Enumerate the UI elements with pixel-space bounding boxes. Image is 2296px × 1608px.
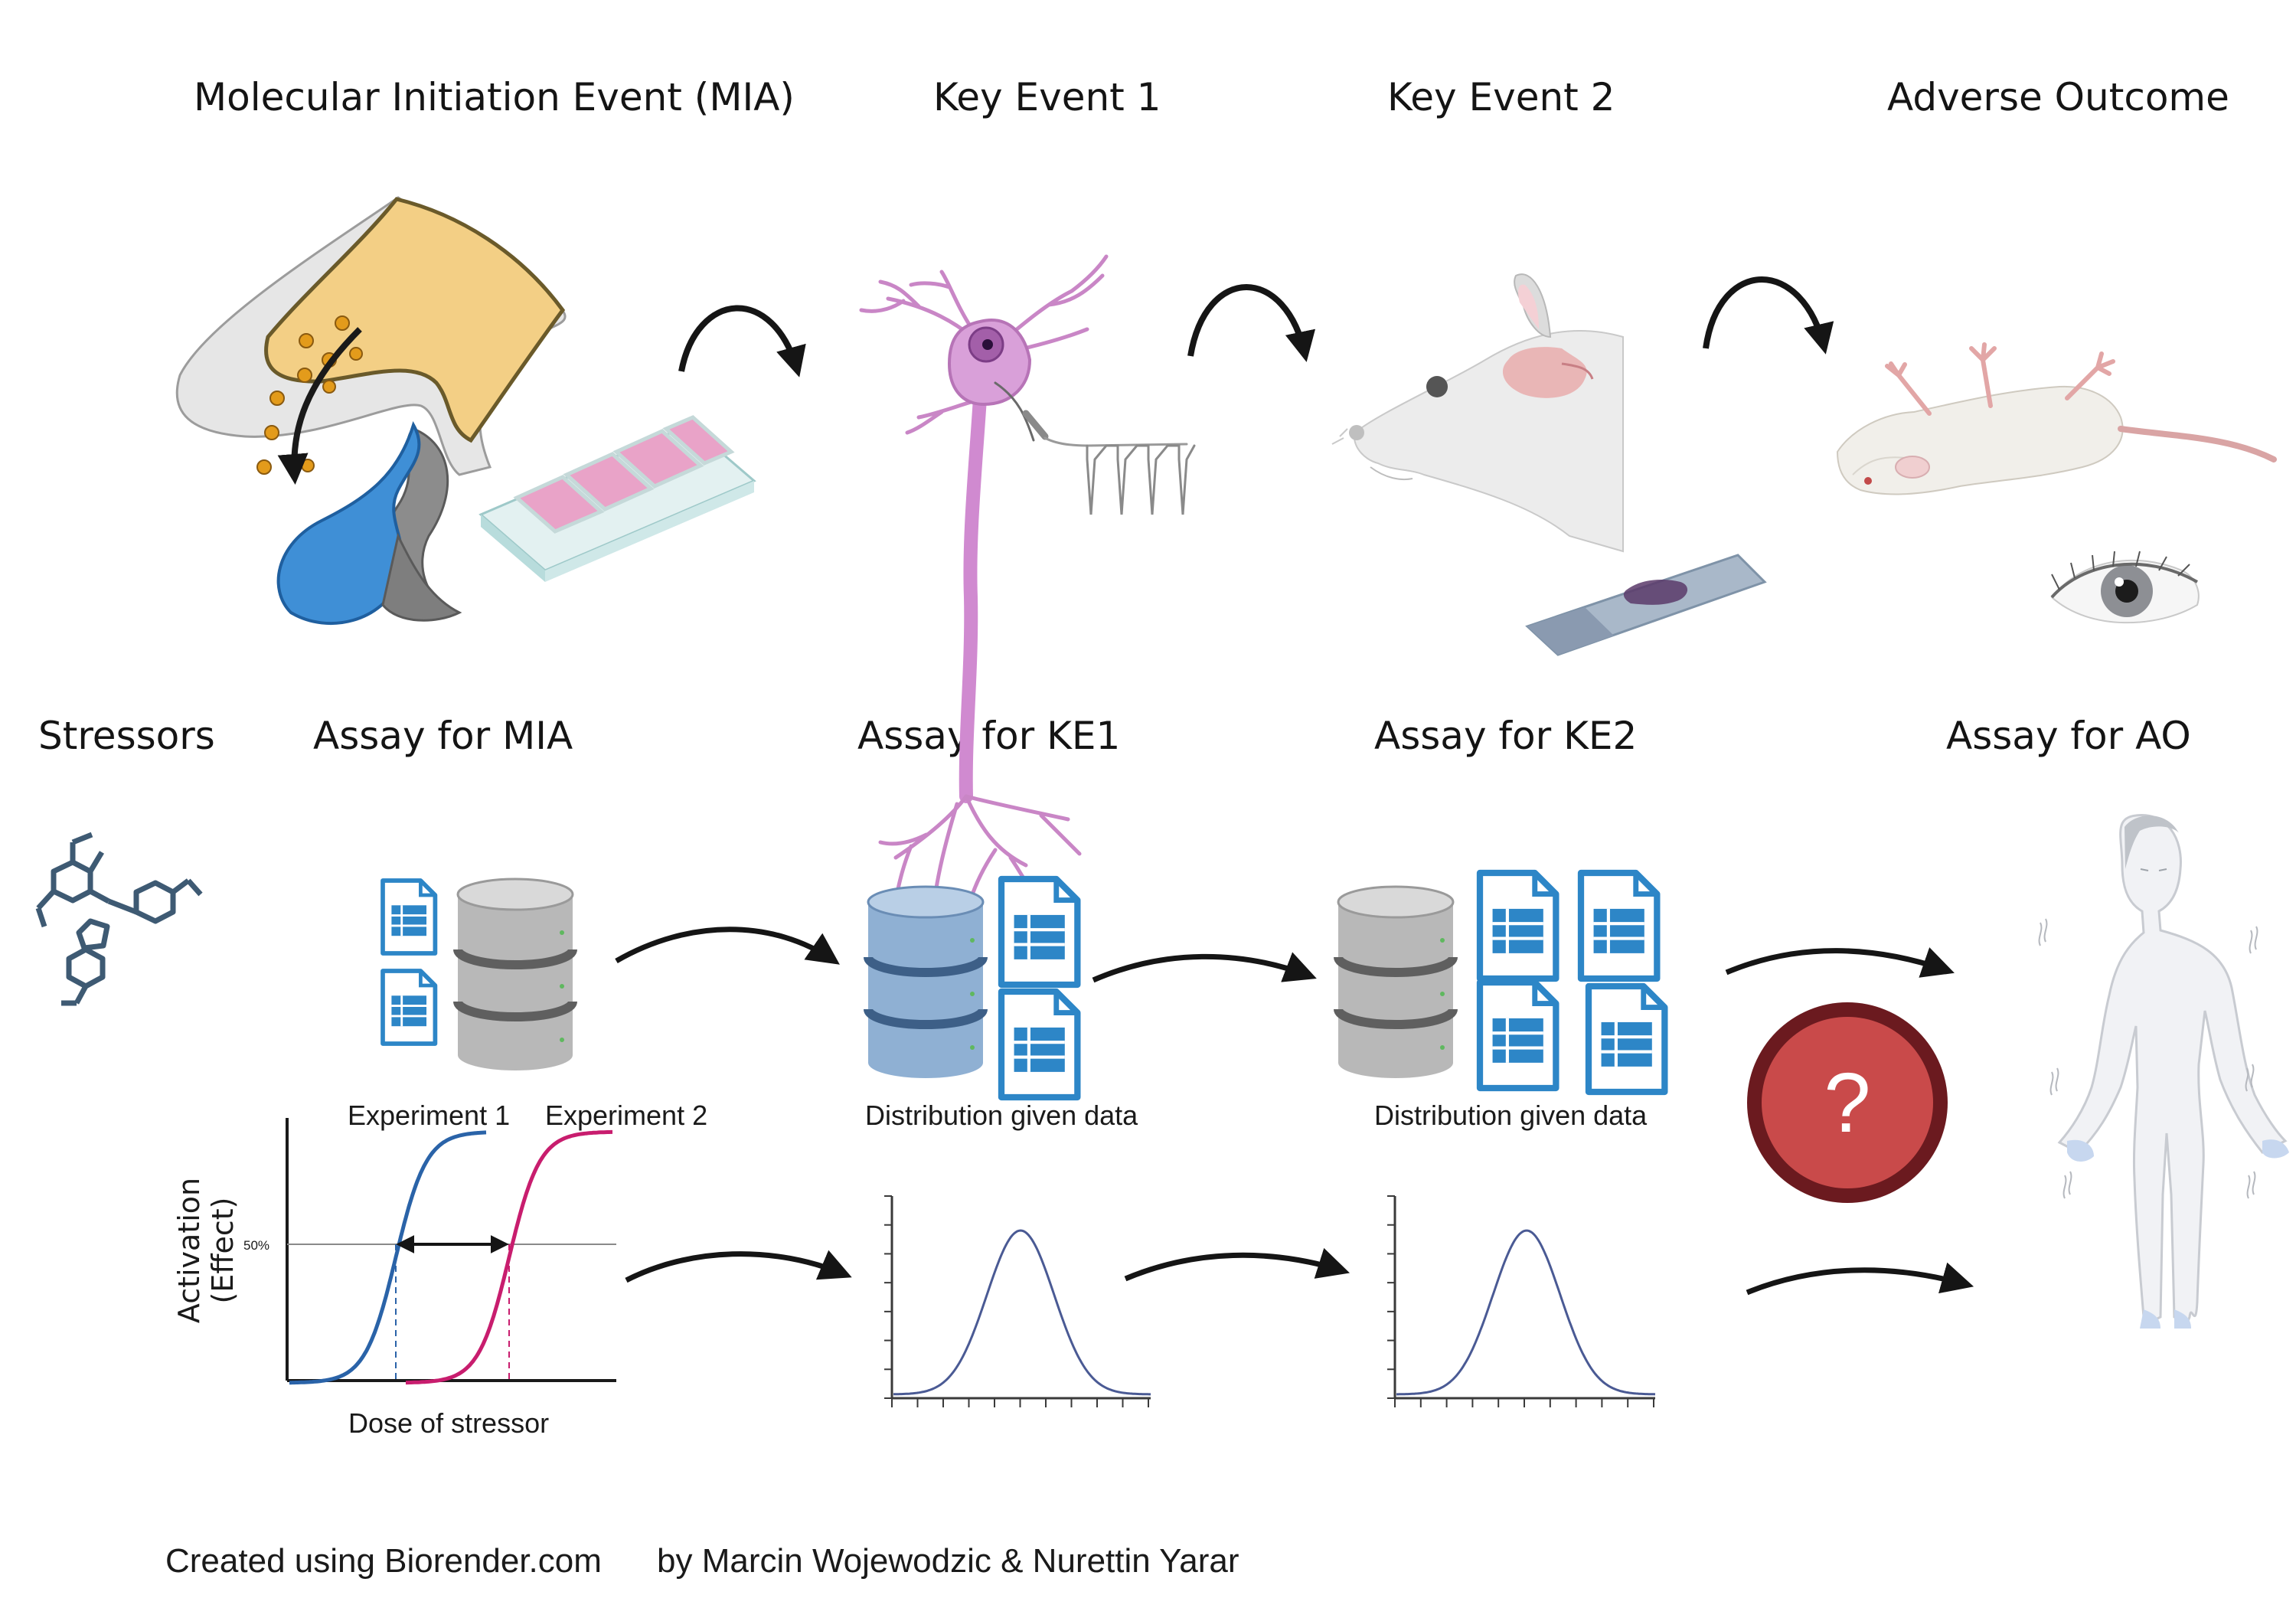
distribution-ke2-curve [1396,1229,1656,1396]
document-table-icon [1581,873,1657,979]
cell-culture-slide-icon [478,415,756,582]
arrow-dist1-to-dist2 [1124,1247,1350,1282]
arrow-mie-to-ke1 [678,305,806,377]
document-table-icon [1480,873,1556,979]
rat-head-icon [1331,273,1624,553]
document-table-icon [383,971,435,1044]
ao-title: Adverse Outcome [1887,75,2229,119]
rat-lying-icon [1836,342,2277,495]
database-icon [868,887,983,1078]
arrow-assay-ke1-to-ke2 [1092,952,1317,983]
experiment-1-label: Experiment 1 [348,1100,511,1131]
assay-mia-title: Assay for MIA [313,714,573,758]
distribution-ke1-curve [893,1229,1151,1396]
bottom-arrows [615,927,1974,1296]
assay-ao-title: Assay for AO [1946,714,2191,758]
dose-axis-label: Dose of stressor [348,1407,550,1439]
ke1-title: Key Event 1 [933,75,1161,119]
database-icon [1338,887,1453,1078]
synaptic-terminal-icon [175,196,567,625]
distribution-ke2-label: Distribution given data [1374,1100,1648,1131]
distribution-ke1-plot [884,1195,1151,1407]
distribution-ke2-plot [1387,1195,1656,1407]
arrow-assay-ke2-to-ao [1725,947,1955,978]
neuron-icon [859,254,1196,913]
question-mark-icon: ? [1747,1002,1948,1203]
document-table-icon [1001,992,1077,1097]
document-table-icon [1589,986,1664,1092]
distribution-ke1-ticks [884,1195,1149,1407]
molecule-icon [35,832,203,1006]
document-table-icon [1480,982,1556,1088]
ke2-title: Key Event 2 [1387,75,1615,119]
top-arrows [678,276,1834,377]
arrow-ke2-to-ao [1703,276,1834,355]
human-figure-icon [2038,814,2289,1329]
experiment-1-curve [289,1130,487,1385]
arrow-assay-mia-to-ke1 [615,927,840,965]
document-table-icon [383,881,435,953]
distribution-ke1-label: Distribution given data [865,1100,1138,1131]
assay-ke1-title: Assay for KE1 [857,714,1121,758]
mie-title: Molecular Initiation Event (MIA) [194,75,795,119]
tissue-slide-icon [1525,554,1767,656]
dose-response-chart: 50% [243,1118,616,1385]
arrow-chart-to-dist1 [625,1250,852,1283]
document-table-icon [1001,879,1077,985]
question-mark-symbol: ? [1824,1056,1870,1150]
arrow-dist2-to-ao [1746,1262,1974,1296]
eye-icon [2050,551,2200,624]
arrow-ke1-to-ke2 [1187,284,1316,362]
experiment-2-label: Experiment 2 [545,1100,708,1131]
assay-ke2-title: Assay for KE2 [1374,714,1638,758]
credit-authors: by Marcin Wojewodzic & Nurettin Yarar [657,1542,1239,1580]
distribution-ke2-ticks [1387,1195,1654,1407]
database-icon [458,879,573,1070]
stressors-title: Stressors [38,714,215,758]
credit-created: Created using Biorender.com [165,1542,602,1580]
dose-chart-50-tick-label: 50% [243,1238,269,1253]
